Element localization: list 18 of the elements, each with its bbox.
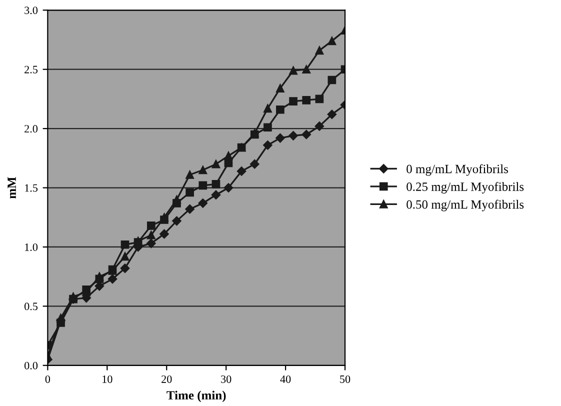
x-tick-label: 10: [102, 375, 112, 383]
legend-label: 0.50 mg/mL Myofibrils: [406, 200, 524, 212]
y-tick-label: 0.5: [24, 302, 38, 310]
y-tick-label: 2.5: [24, 66, 38, 74]
x-axis-title: Time (min): [166, 390, 226, 402]
x-tick-label: 40: [280, 375, 291, 383]
y-tick-label: 3.0: [24, 6, 38, 14]
y-axis-title: mM: [8, 177, 16, 199]
x-tick-label: 30: [221, 375, 232, 383]
x-tick-label: 50: [340, 375, 350, 383]
y-tick-label: 1.5: [25, 184, 38, 192]
legend-label: 0.25 mg/mL Myofibrils: [406, 182, 524, 194]
y-tick-label: 1.0: [25, 243, 38, 251]
x-tick-label: 20: [162, 375, 172, 383]
legend-label: 0 mg/mL Myofibrils: [406, 164, 508, 176]
y-tick-label: 2.0: [24, 125, 38, 133]
y-tick-label: 0.0: [24, 362, 38, 370]
x-tick-label: 0: [45, 375, 50, 383]
